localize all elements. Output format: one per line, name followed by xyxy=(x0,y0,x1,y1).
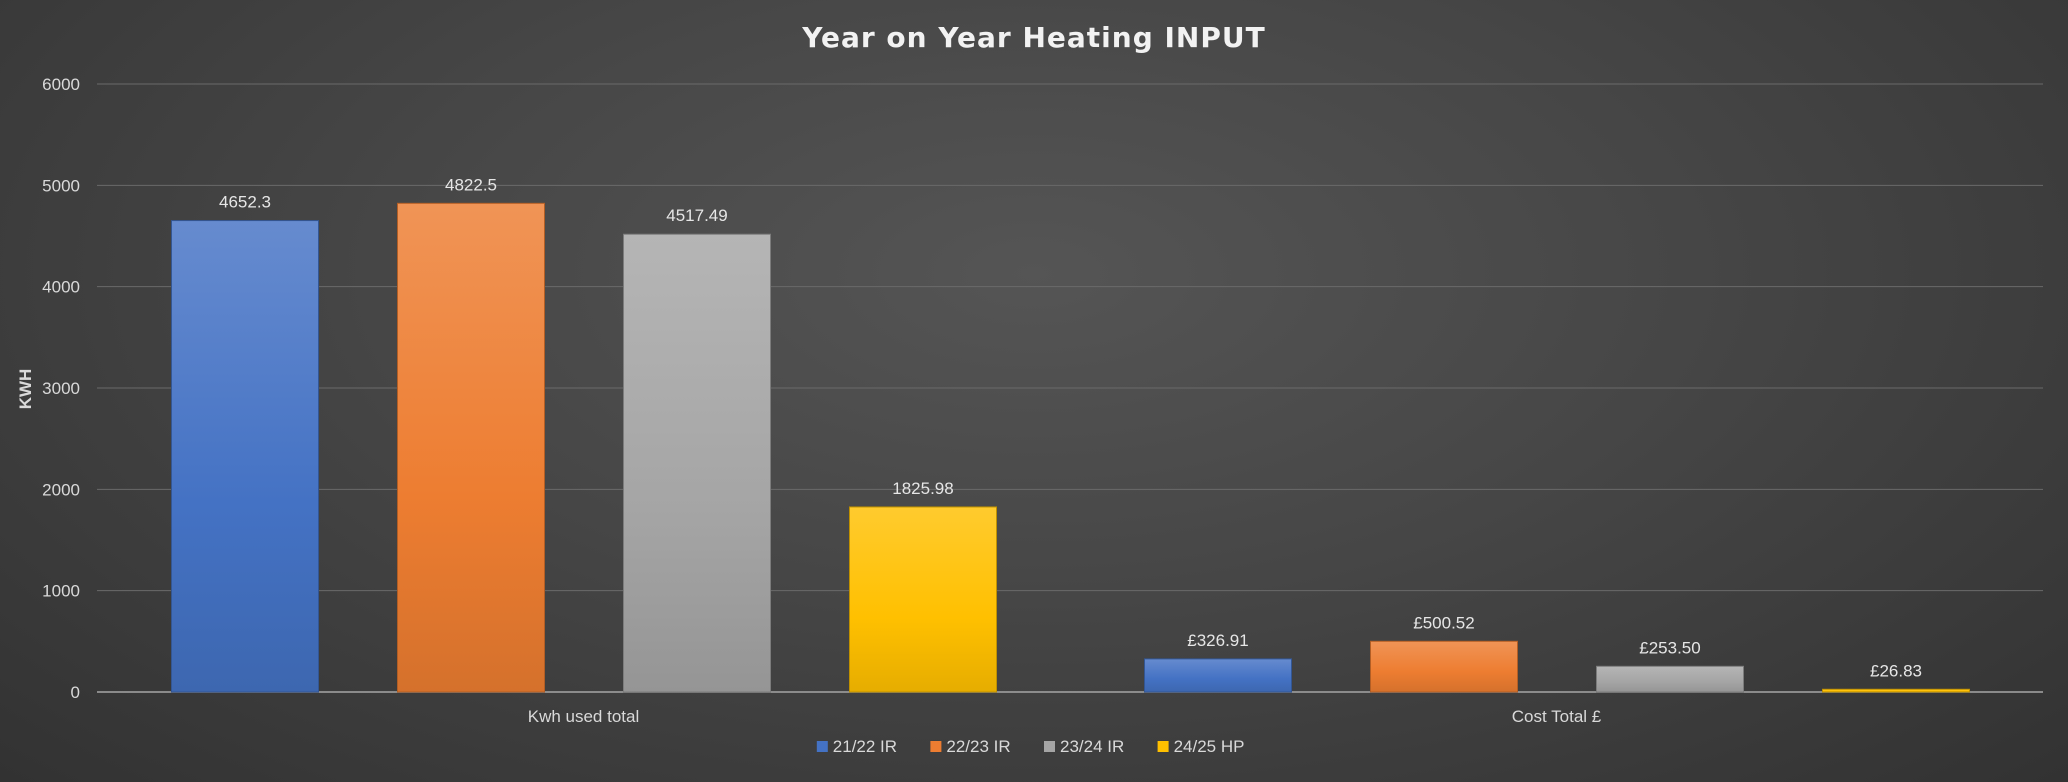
legend-label: 23/24 IR xyxy=(1060,737,1124,756)
data-label: £326.91 xyxy=(1187,631,1248,650)
bar-24-25-hp-1 xyxy=(1822,688,1970,693)
data-label: £26.83 xyxy=(1870,661,1922,680)
bar-21-22-ir-1 xyxy=(1144,658,1292,693)
data-labels: 4652.3 4822.5 4517.49 1825.98 £326.91 £500.52… xyxy=(219,175,1922,680)
y-tick-label: 5000 xyxy=(42,176,80,195)
data-label: £253.50 xyxy=(1639,638,1700,657)
bar-22-23-ir-0 xyxy=(397,202,545,693)
legend-swatch xyxy=(1044,741,1055,752)
y-axis-ticks: 0 1000 2000 3000 4000 5000 6000 xyxy=(42,75,80,702)
y-tick-label: 6000 xyxy=(42,75,80,94)
data-label: £500.52 xyxy=(1413,613,1474,632)
category-label: Kwh used total xyxy=(528,707,640,726)
bar-23-24-ir-1 xyxy=(1596,665,1744,693)
legend-swatch xyxy=(930,741,942,752)
legend-label: 21/22 IR xyxy=(833,737,897,756)
bar-24-25-hp-0 xyxy=(849,506,997,693)
y-tick-label: 0 xyxy=(71,683,80,702)
data-label: 4652.3 xyxy=(219,193,271,212)
category-labels: Kwh used total Cost Total £ xyxy=(528,707,1602,726)
y-axis-title: KWH xyxy=(16,369,35,410)
y-tick-label: 3000 xyxy=(42,379,80,398)
bar-21-22-ir-0 xyxy=(171,220,319,693)
data-label: 4822.5 xyxy=(445,175,497,194)
data-label: 1825.98 xyxy=(892,479,953,498)
legend-swatch xyxy=(1157,741,1169,752)
gridlines xyxy=(97,83,2043,693)
data-label: 4517.49 xyxy=(666,206,727,225)
y-tick-label: 4000 xyxy=(42,278,80,297)
legend-swatch xyxy=(816,741,828,752)
chart-title: Year on Year Heating INPUT xyxy=(801,21,1265,54)
y-tick-label: 1000 xyxy=(42,582,80,601)
category-label: Cost Total £ xyxy=(1512,707,1602,726)
bar-23-24-ir-0 xyxy=(623,233,771,693)
bars xyxy=(171,202,1970,693)
legend-label: 24/25 HP xyxy=(1174,737,1245,756)
legend-label: 22/23 IR xyxy=(946,737,1010,756)
bar-22-23-ir-1 xyxy=(1370,640,1518,693)
legend: 21/22 IR 22/23 IR 23/24 IR 24/25 HP xyxy=(816,737,1245,756)
y-tick-label: 2000 xyxy=(42,480,80,499)
